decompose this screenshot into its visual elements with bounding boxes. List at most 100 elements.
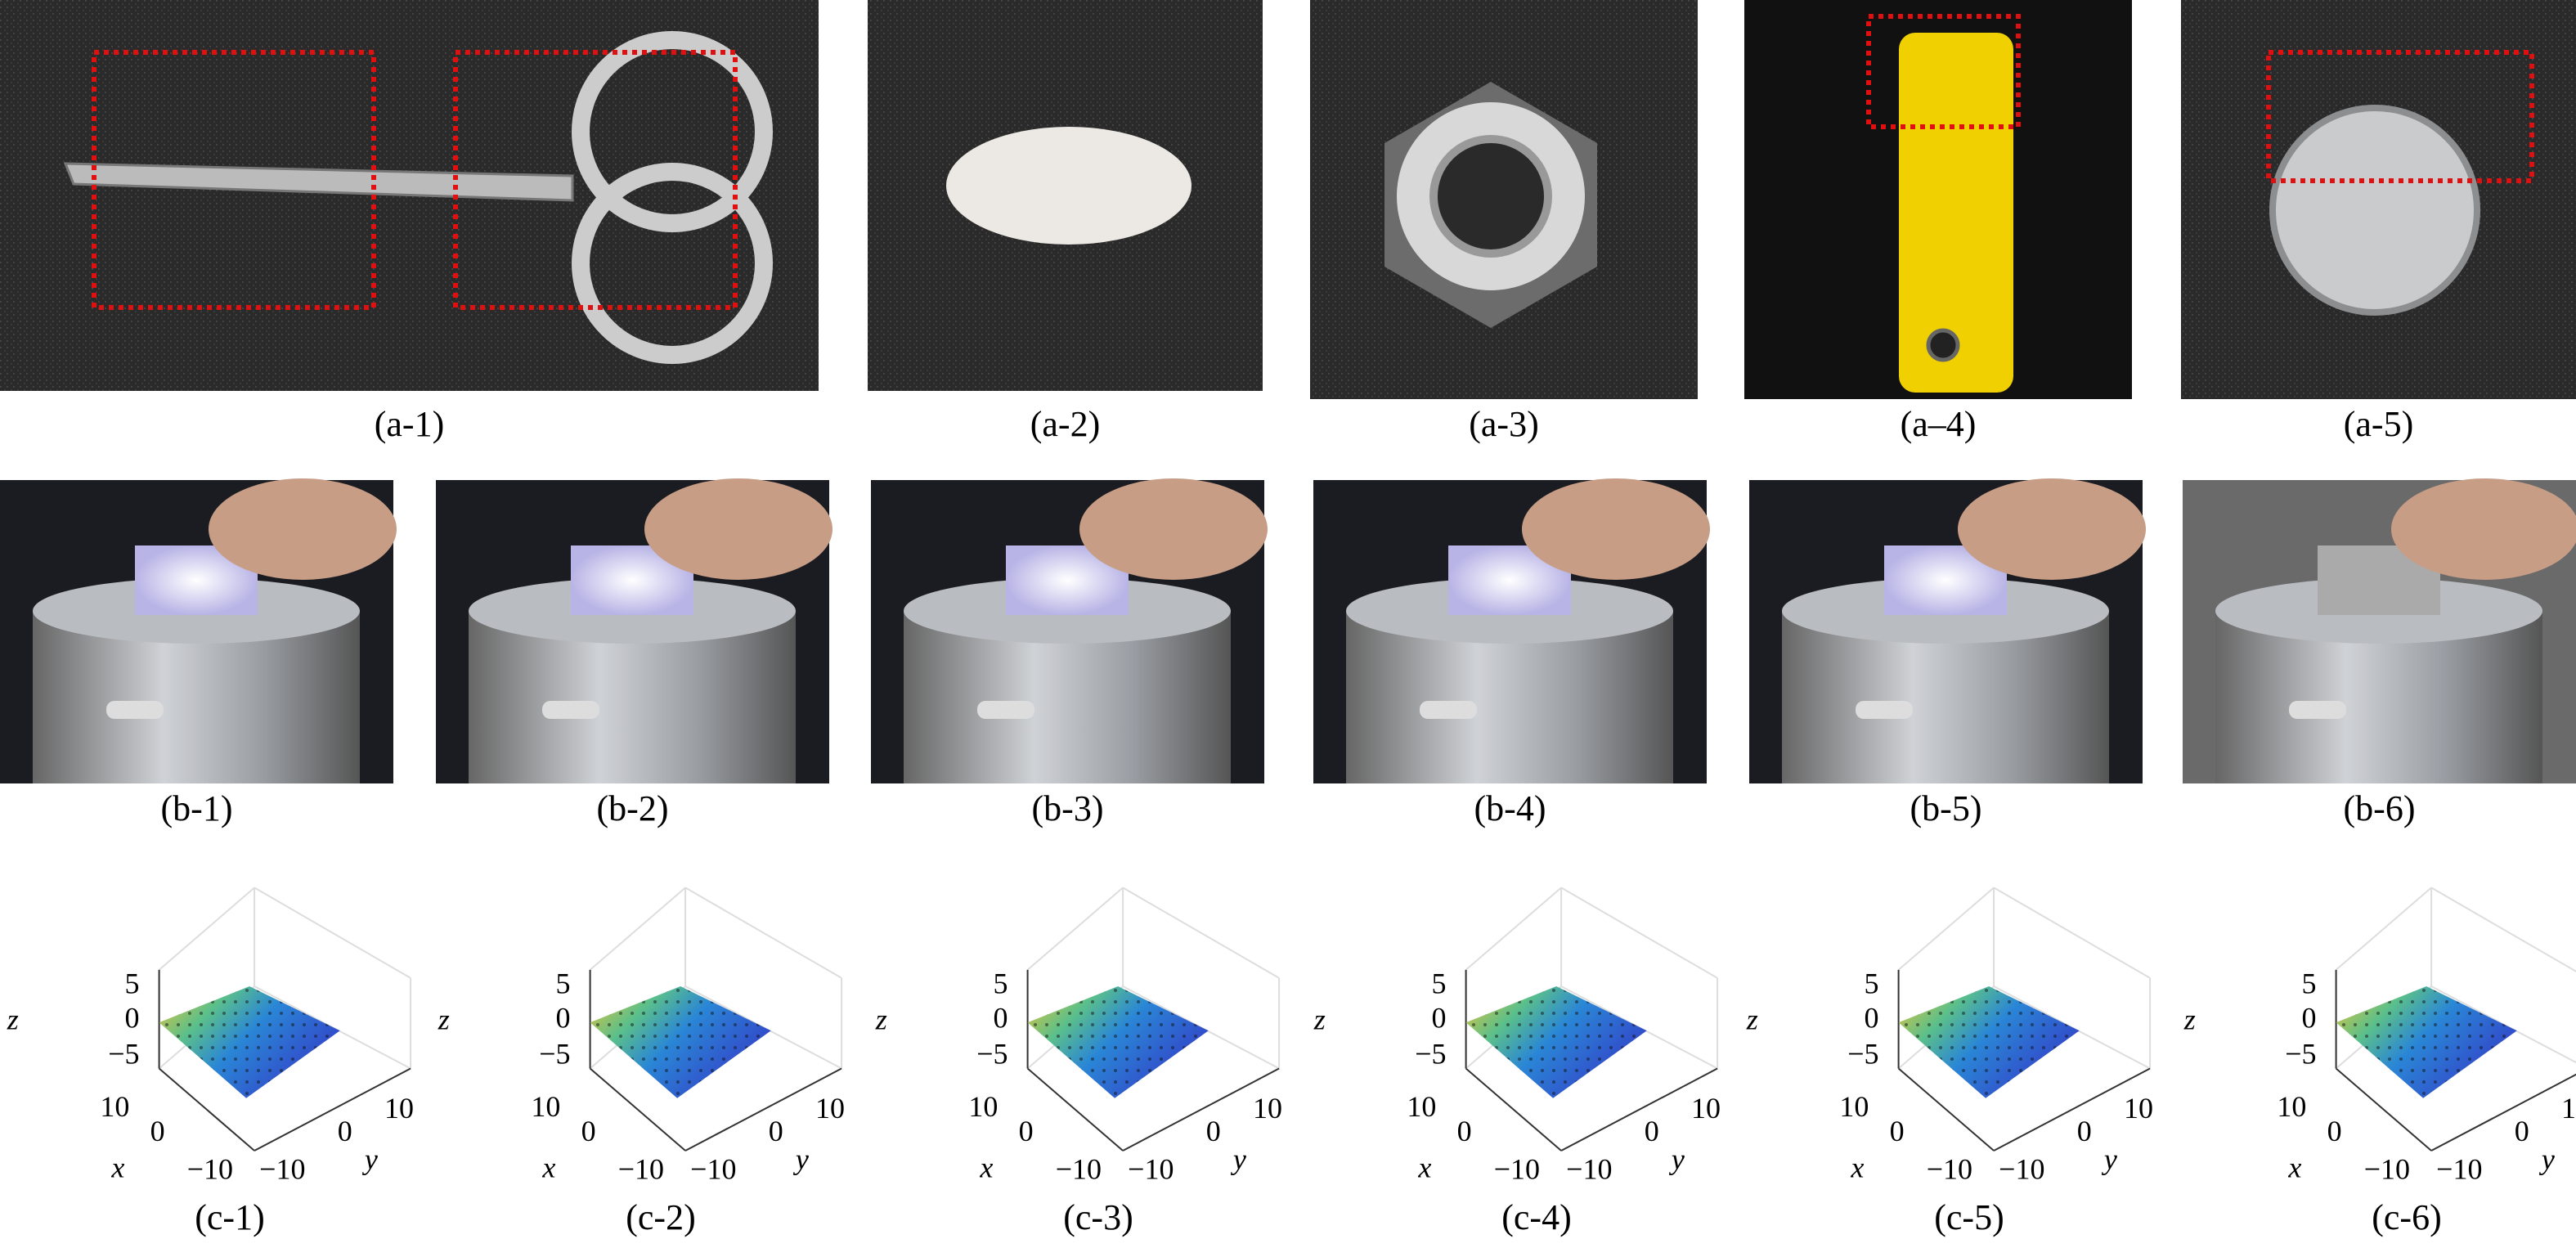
caption: (c-5) (1934, 1197, 2004, 1237)
z-ticks: −5 (2285, 1038, 2316, 1071)
pebble (946, 127, 1192, 245)
y-ticks: 0 (1206, 1115, 1221, 1147)
x-ticks: −10 (1927, 1152, 1972, 1185)
surface-mesh (1898, 986, 2080, 1098)
x-ticks: −10 (2364, 1152, 2410, 1185)
photo (436, 478, 832, 783)
photo (1313, 478, 1710, 783)
x-ticks: −10 (618, 1152, 664, 1185)
x-ticks: 0 (2327, 1115, 2342, 1147)
scissors-ring (572, 163, 773, 364)
z-ticks: 5 (2302, 967, 2317, 999)
y-ticks: 0 (2515, 1115, 2529, 1147)
caption: (a-2) (1030, 404, 1101, 444)
grid-line (1560, 887, 1718, 979)
base-slot (977, 701, 1034, 719)
photo (1749, 478, 2146, 783)
axis-line (158, 1067, 255, 1151)
x-ticks: −10 (1494, 1152, 1540, 1185)
caption: (c-3) (1063, 1197, 1133, 1237)
y-ticks: 0 (769, 1115, 783, 1147)
grid-line (1897, 887, 1995, 971)
axis-line (1560, 1067, 1718, 1151)
x-ticks: −10 (187, 1152, 233, 1185)
z-ticks: 0 (1432, 1001, 1447, 1034)
y-label: y (2539, 1143, 2555, 1175)
x-ticks: 0 (1019, 1115, 1034, 1147)
z-ticks: −5 (108, 1038, 139, 1071)
surface-mesh (1465, 986, 1647, 1098)
axis-line (1026, 1067, 1124, 1151)
x-ticks: 0 (1457, 1115, 1472, 1147)
axis-line (1122, 1067, 1280, 1151)
highlight-box (453, 50, 738, 310)
grid-line (1026, 887, 1124, 971)
y-ticks: 10 (815, 1092, 845, 1125)
caption: (b-6) (2344, 788, 2416, 828)
caption: (b-3) (1032, 788, 1104, 828)
y-label: y (2102, 1143, 2117, 1175)
x-label: x (1417, 1151, 1431, 1183)
axis-line (254, 1067, 411, 1151)
y-ticks: 10 (384, 1092, 414, 1125)
caption: (c-4) (1501, 1197, 1572, 1237)
z-ticks: −5 (976, 1038, 1008, 1071)
caption: (c-1) (195, 1197, 265, 1237)
z-ticks: 0 (1865, 1001, 1879, 1034)
grid-line (1465, 887, 1562, 971)
y-ticks: −10 (690, 1152, 736, 1185)
base-slot (2289, 701, 2346, 719)
y-ticks: 10 (2561, 1092, 2576, 1125)
x-ticks: 0 (1890, 1115, 1905, 1147)
grid-line (254, 887, 411, 979)
caption: (a-1) (375, 404, 445, 444)
y-ticks: −10 (2436, 1152, 2482, 1185)
z-label: z (7, 1003, 19, 1035)
photo (871, 478, 1268, 783)
z-ticks: 5 (125, 967, 140, 999)
z-ticks: 5 (1432, 967, 1447, 999)
y-ticks: −10 (1566, 1152, 1612, 1185)
coin (2269, 105, 2480, 316)
base-slot (1856, 701, 1913, 719)
caption: (b-4) (1474, 788, 1546, 828)
x-ticks: 10 (1839, 1090, 1869, 1123)
y-label: y (793, 1143, 809, 1175)
nut-hole (1429, 135, 1552, 258)
x-ticks: −10 (1056, 1152, 1102, 1185)
z-ticks: 5 (556, 967, 571, 999)
grid-line (158, 887, 255, 971)
z-label: z (875, 1003, 887, 1035)
caption: (b-2) (597, 788, 669, 828)
surface-mesh (159, 986, 340, 1098)
surface-mesh (590, 986, 771, 1098)
z-label: z (2183, 1003, 2196, 1035)
z-ticks: −5 (1415, 1038, 1446, 1071)
finger (1079, 478, 1268, 580)
x-label: x (979, 1151, 993, 1183)
grid-line (1122, 887, 1280, 979)
z-ticks: −5 (539, 1038, 570, 1071)
surface-mesh (1027, 986, 1209, 1098)
x-ticks: 0 (581, 1115, 596, 1147)
scissors-blade (63, 162, 574, 202)
caption: (a–4) (1901, 404, 1977, 444)
scissors-ring (572, 31, 773, 232)
axis-line (589, 1067, 686, 1151)
grid-line (2335, 887, 2432, 971)
axis-line (1897, 1067, 1995, 1151)
finger (644, 478, 832, 580)
base-slot (542, 701, 599, 719)
base-slot (106, 701, 164, 719)
caption: (b-1) (161, 788, 233, 828)
z-ticks: 0 (994, 1001, 1008, 1034)
grid-line (589, 887, 686, 971)
x-label: x (1850, 1151, 1864, 1183)
y-ticks: −10 (1999, 1152, 2044, 1185)
finger (1958, 478, 2146, 580)
caption: (a-5) (2344, 404, 2414, 444)
x-label: x (2287, 1151, 2301, 1183)
